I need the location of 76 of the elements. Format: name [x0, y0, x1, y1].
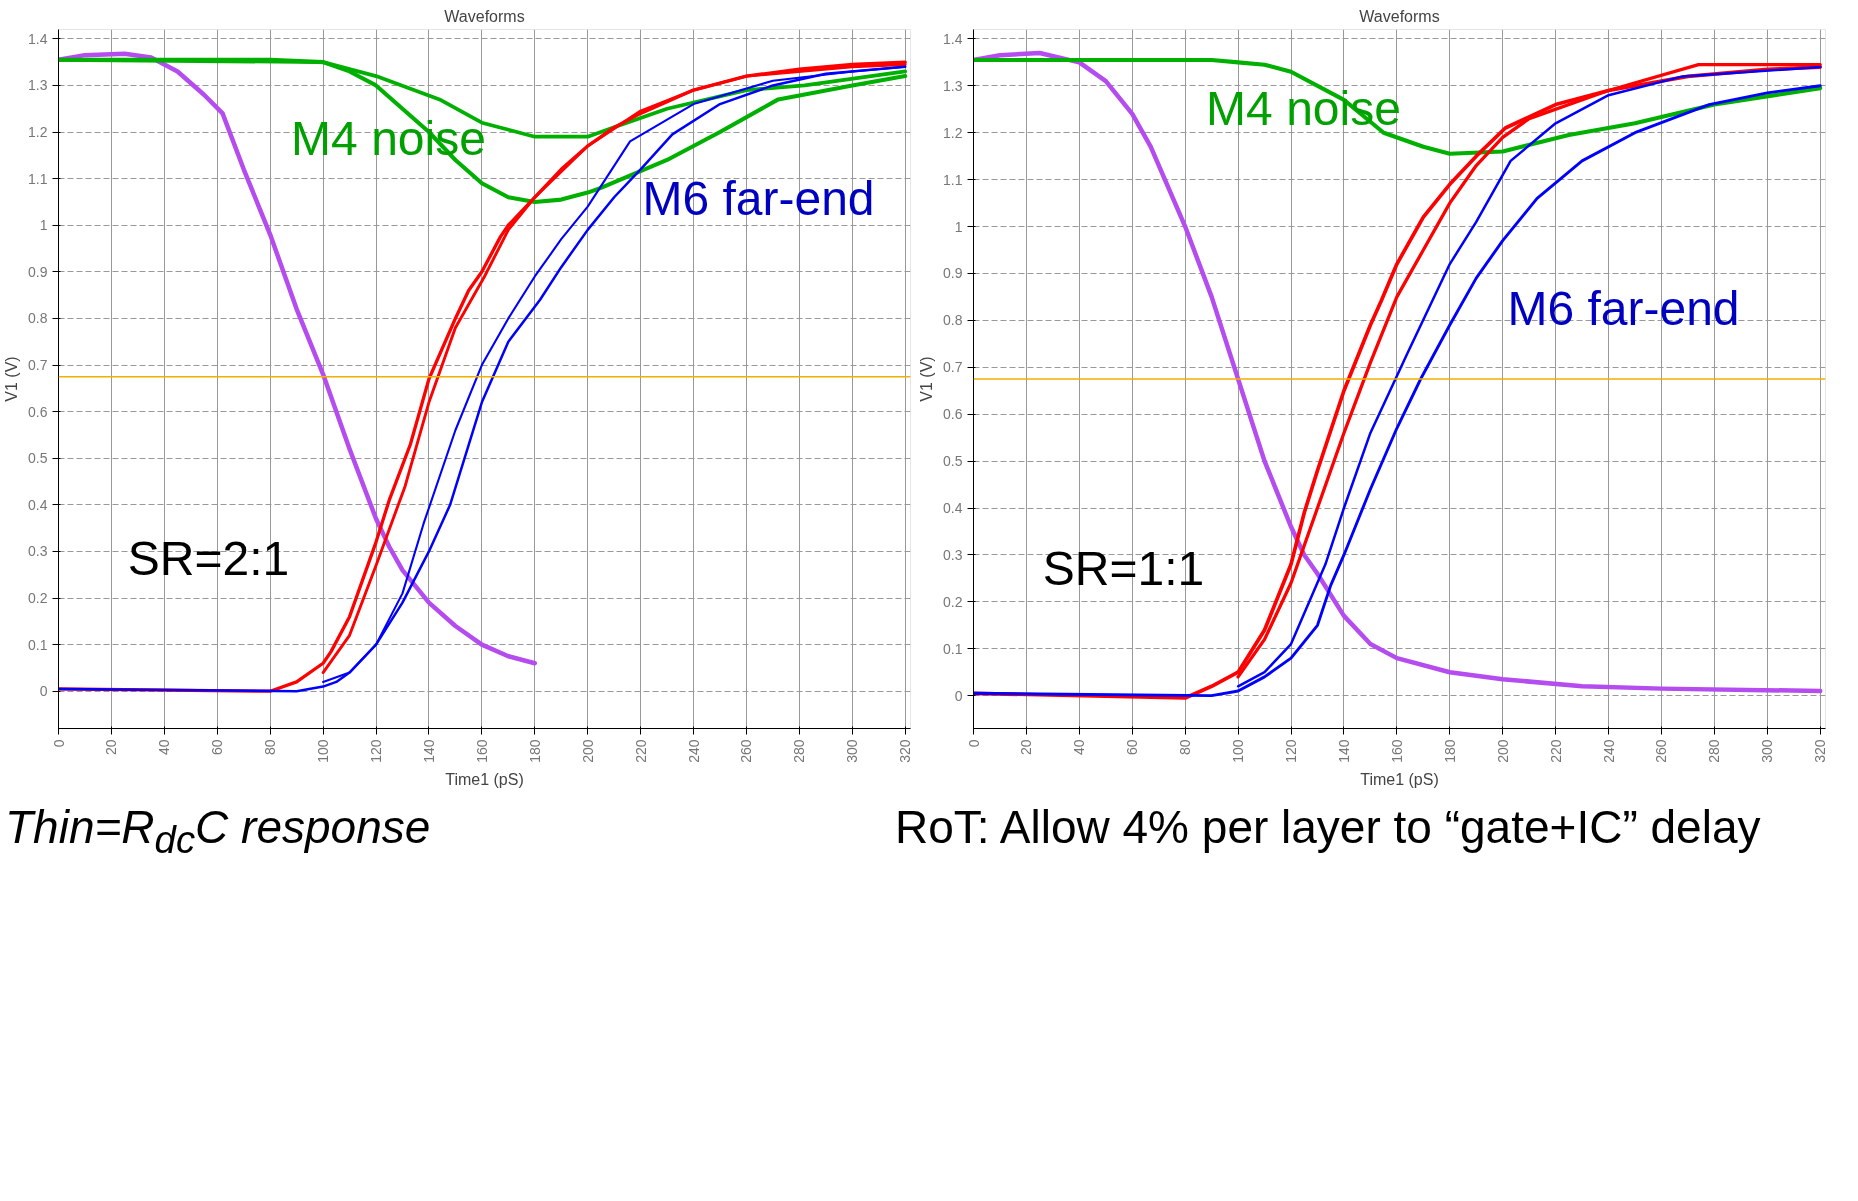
- y-tick-label: 0.7: [28, 357, 48, 374]
- y-axis-title: V1 (V): [918, 356, 936, 402]
- y-tick-label: 0.2: [943, 593, 963, 610]
- y-tick-label: 0.3: [943, 546, 963, 563]
- annotation: SR=2:1: [127, 532, 290, 585]
- x-tick-label: 180: [526, 739, 543, 763]
- y-tick-label: 1.4: [28, 30, 48, 47]
- x-tick-label: 220: [1547, 739, 1564, 763]
- y-tick-label: 0.8: [943, 312, 963, 329]
- x-axis-title: Time1 (pS): [1360, 770, 1439, 788]
- y-tick-label: 0.4: [28, 496, 48, 513]
- x-axis-title: Time1 (pS): [445, 770, 524, 788]
- x-tick-label: 60: [209, 739, 226, 756]
- annotation: SR=1:1: [1042, 542, 1205, 595]
- text: RoT: Allow 4% per layer to “gate+IC” delay: [895, 800, 1761, 855]
- x-tick-label: 320: [897, 739, 914, 763]
- x-tick-label: 140: [1335, 739, 1352, 763]
- x-tick-label: 240: [685, 739, 702, 763]
- x-tick-label: 240: [1600, 739, 1617, 763]
- x-tick-label: 40: [1071, 739, 1088, 756]
- x-tick-label: 160: [1388, 739, 1405, 763]
- y-tick-label: 1.3: [28, 77, 48, 94]
- y-tick-label: 1.2: [28, 124, 48, 141]
- x-tick-label: 80: [262, 739, 279, 756]
- x-tick-label: 0: [965, 739, 982, 748]
- x-tick-label: 100: [315, 739, 332, 763]
- y-tick-label: 0.5: [28, 450, 48, 467]
- y-tick-label: 1.3: [943, 77, 963, 94]
- x-tick-label: 80: [1177, 739, 1194, 756]
- y-tick-label: 0.1: [28, 636, 48, 653]
- x-tick-label: 120: [1283, 739, 1300, 763]
- x-tick-label: 320: [1812, 739, 1829, 763]
- x-tick-label: 200: [1494, 739, 1511, 763]
- y-tick-label: 0: [39, 683, 48, 700]
- y-tick-label: 0.3: [28, 543, 48, 560]
- y-tick-label: 0.2: [28, 590, 48, 607]
- annotation: M6 far-end: [1507, 282, 1740, 335]
- y-tick-label: 1.4: [943, 30, 963, 47]
- y-tick-label: 0.6: [28, 403, 48, 420]
- x-tick-label: 20: [1018, 739, 1035, 756]
- y-tick-label: 0.6: [943, 406, 963, 423]
- text: Thin=R$_{dc}$C response: [5, 800, 431, 864]
- y-tick-label: 1.1: [943, 171, 963, 188]
- x-tick-label: 140: [420, 739, 437, 763]
- x-tick-label: 60: [1124, 739, 1141, 756]
- y-tick-label: 0.9: [943, 265, 963, 282]
- chart-title: Waveforms: [444, 7, 525, 25]
- x-tick-label: 280: [791, 739, 808, 763]
- y-tick-label: 1.1: [28, 170, 48, 187]
- y-tick-label: 0.7: [943, 359, 963, 376]
- x-tick-label: 40: [156, 739, 173, 756]
- y-tick-label: 0.1: [943, 640, 963, 657]
- x-tick-label: 0: [50, 739, 67, 748]
- y-tick-label: 0.5: [943, 453, 963, 470]
- y-tick-label: 1: [954, 218, 963, 235]
- y-tick-label: 0.4: [943, 500, 963, 517]
- x-tick-label: 20: [103, 739, 120, 756]
- y-tick-label: 0.9: [28, 263, 48, 280]
- y-tick-label: 0: [954, 687, 963, 704]
- x-tick-label: 280: [1706, 739, 1723, 763]
- x-tick-label: 160: [473, 739, 490, 763]
- x-tick-label: 220: [632, 739, 649, 763]
- y-axis-title: V1 (V): [3, 356, 21, 402]
- y-tick-label: 1.2: [943, 124, 963, 141]
- y-tick-label: 0.8: [28, 310, 48, 327]
- x-tick-label: 120: [368, 739, 385, 763]
- chart-title: Waveforms: [1359, 7, 1440, 25]
- x-tick-label: 260: [1653, 739, 1670, 763]
- x-tick-label: 180: [1441, 739, 1458, 763]
- x-tick-label: 100: [1230, 739, 1247, 763]
- x-tick-label: 200: [579, 739, 596, 763]
- x-tick-label: 260: [738, 739, 755, 763]
- x-tick-label: 300: [844, 739, 861, 763]
- x-tick-label: 300: [1759, 739, 1776, 763]
- y-tick-label: 1: [39, 217, 48, 234]
- annotation: M6 far-end: [642, 172, 875, 225]
